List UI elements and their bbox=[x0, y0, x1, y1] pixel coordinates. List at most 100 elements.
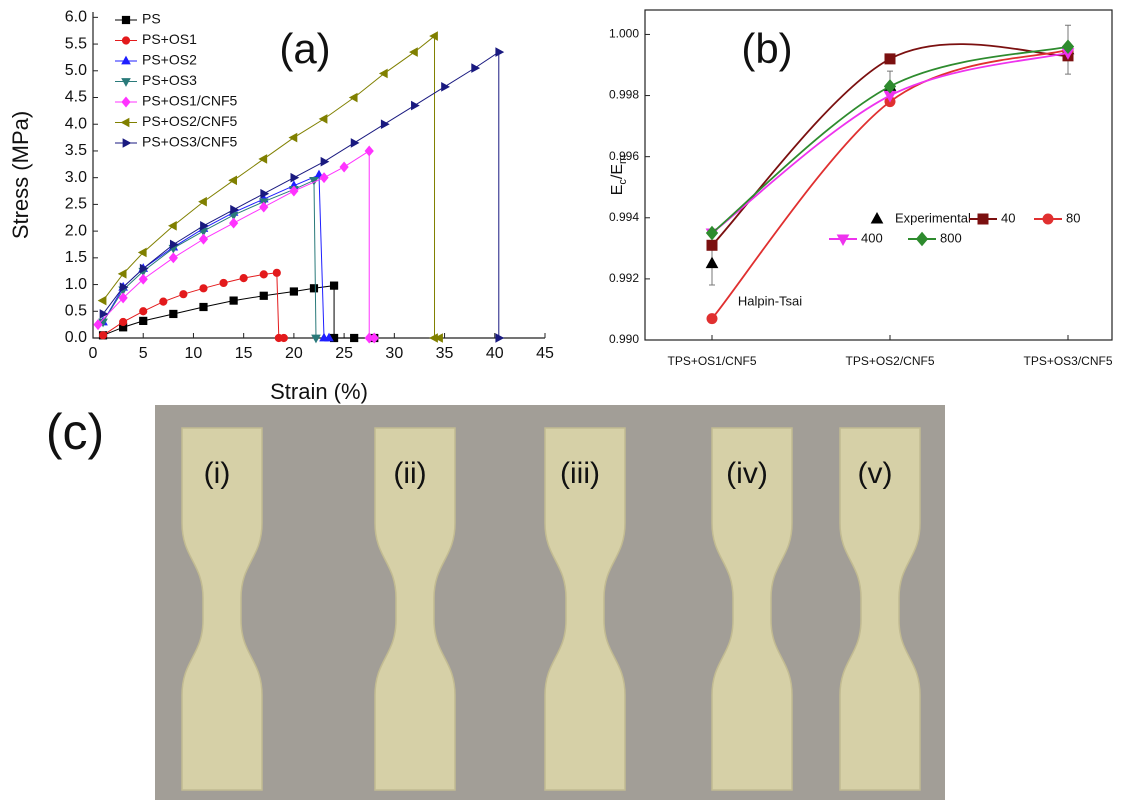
marker bbox=[380, 119, 390, 130]
marker bbox=[259, 201, 269, 213]
marker bbox=[288, 132, 298, 143]
legend-marker bbox=[121, 36, 131, 45]
marker bbox=[441, 82, 450, 92]
y-axis-label: Stress (MPa) bbox=[8, 111, 33, 239]
legend-label: 40 bbox=[1001, 210, 1015, 225]
marker bbox=[199, 284, 208, 293]
legend-marker bbox=[915, 231, 929, 247]
legend-label: PS+OS2 bbox=[142, 52, 197, 68]
marker bbox=[706, 239, 718, 251]
y-axis-label: Ec/Em bbox=[609, 155, 629, 195]
marker bbox=[259, 291, 268, 300]
x-tick-label: TPS+OS1/CNF5 bbox=[667, 354, 756, 368]
y-tick-label: 1.0 bbox=[65, 276, 87, 293]
marker bbox=[179, 290, 188, 299]
specimen-label: (iv) bbox=[726, 457, 768, 490]
legend-marker bbox=[121, 55, 131, 65]
marker bbox=[229, 296, 238, 305]
legend-label: PS+OS2/CNF5 bbox=[142, 113, 238, 129]
legend-label: 800 bbox=[940, 230, 962, 245]
marker bbox=[348, 92, 358, 103]
marker bbox=[198, 233, 209, 245]
marker bbox=[471, 63, 481, 73]
x-tick-label: 25 bbox=[335, 345, 353, 362]
y-tick-label: 4.0 bbox=[65, 115, 87, 132]
marker bbox=[318, 114, 328, 124]
series-line bbox=[102, 179, 317, 339]
y-tick-label: 0.998 bbox=[609, 88, 639, 102]
legend-label: PS+OS3 bbox=[142, 72, 197, 88]
marker bbox=[350, 138, 360, 148]
specimen bbox=[711, 427, 793, 791]
marker bbox=[705, 256, 719, 269]
marker bbox=[1061, 39, 1075, 54]
marker bbox=[311, 334, 321, 344]
panel-label: (b) bbox=[741, 25, 792, 72]
legend-label: Experimental bbox=[895, 210, 971, 225]
x-tick-label: 10 bbox=[185, 345, 203, 362]
marker bbox=[309, 284, 319, 293]
specimen bbox=[839, 427, 921, 791]
marker bbox=[329, 281, 339, 290]
marker bbox=[139, 316, 148, 325]
y-tick-label: 3.0 bbox=[65, 169, 87, 186]
legend-marker bbox=[121, 78, 131, 87]
marker bbox=[434, 333, 443, 343]
y-tick-label: 0.5 bbox=[65, 302, 87, 319]
y-tick-label: 0.990 bbox=[609, 332, 639, 346]
legend-label: 80 bbox=[1066, 210, 1080, 225]
x-axis-label: Strain (%) bbox=[270, 379, 368, 404]
marker bbox=[118, 292, 128, 304]
marker bbox=[229, 217, 239, 229]
marker bbox=[137, 247, 147, 258]
y-label-part: E bbox=[609, 185, 626, 196]
y-tick-label: 1.000 bbox=[609, 27, 639, 41]
y-tick-label: 0.996 bbox=[609, 149, 639, 163]
marker bbox=[139, 263, 149, 274]
marker bbox=[168, 252, 178, 264]
specimen bbox=[374, 427, 456, 791]
marker bbox=[324, 332, 334, 342]
specimen-label: (iii) bbox=[560, 457, 600, 490]
marker bbox=[159, 297, 168, 306]
marker bbox=[167, 220, 177, 231]
marker bbox=[169, 309, 178, 319]
panel-label: (c) bbox=[46, 404, 104, 460]
x-tick-label: 20 bbox=[285, 345, 303, 362]
series-line bbox=[102, 51, 500, 338]
marker bbox=[495, 47, 505, 57]
specimen bbox=[544, 427, 626, 791]
marker bbox=[884, 53, 896, 65]
marker bbox=[199, 302, 208, 312]
marker bbox=[219, 278, 228, 288]
x-tick-label: 45 bbox=[536, 345, 554, 362]
y-tick-label: 0.0 bbox=[65, 329, 87, 346]
marker bbox=[289, 287, 298, 296]
marker bbox=[339, 161, 349, 173]
legend-marker bbox=[121, 96, 131, 108]
y-tick-label: 2.5 bbox=[65, 196, 87, 213]
marker bbox=[200, 220, 209, 231]
legend-label: PS+OS1/CNF5 bbox=[142, 93, 238, 109]
marker bbox=[239, 274, 248, 283]
marker bbox=[350, 333, 359, 343]
legend-marker bbox=[1042, 213, 1054, 225]
legend-label: PS+OS3/CNF5 bbox=[142, 134, 238, 150]
legend-marker bbox=[977, 213, 989, 225]
marker bbox=[228, 175, 238, 186]
marker bbox=[279, 333, 288, 343]
x-tick-label: 5 bbox=[139, 345, 148, 362]
legend-label: PS bbox=[142, 11, 161, 27]
x-tick-label: 35 bbox=[436, 345, 454, 362]
legend-marker bbox=[120, 117, 130, 128]
y-tick-label: 1.5 bbox=[65, 249, 87, 266]
marker bbox=[169, 239, 179, 250]
marker bbox=[706, 313, 718, 325]
marker bbox=[429, 31, 438, 41]
marker bbox=[138, 273, 148, 285]
marker bbox=[93, 319, 103, 331]
annotation: Halpin-Tsai bbox=[738, 293, 802, 308]
y-tick-label: 5.0 bbox=[65, 62, 87, 79]
specimens: (i) (ii) (iii) (iv) (v) bbox=[181, 427, 921, 791]
